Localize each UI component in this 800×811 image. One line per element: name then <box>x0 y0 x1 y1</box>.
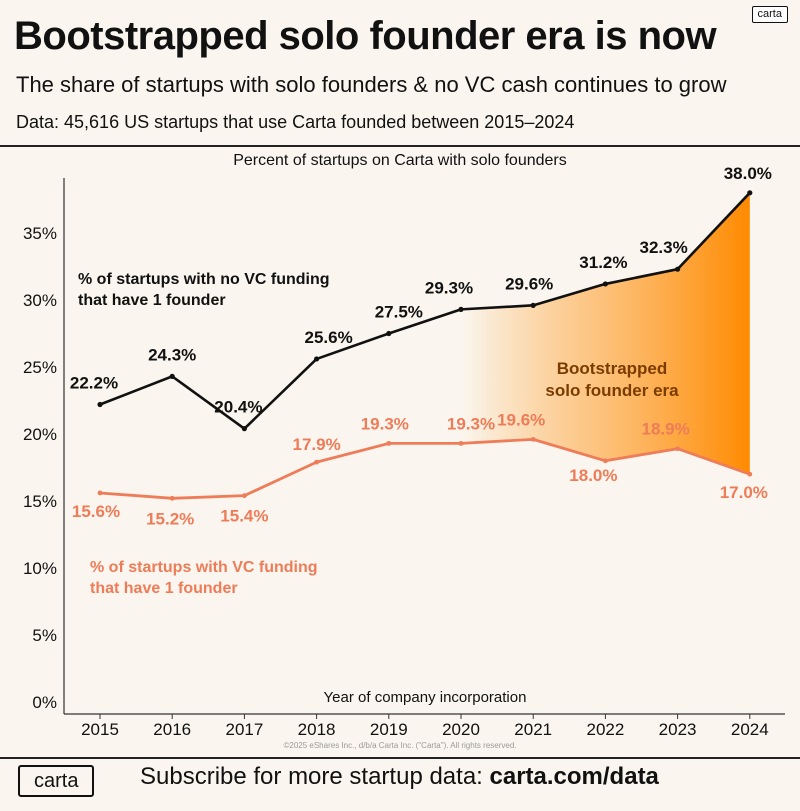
data-point <box>97 490 103 496</box>
data-point <box>314 459 319 465</box>
data-label-vc: 15.4% <box>220 507 268 526</box>
series-name-no-vc: % of startups with no VC funding <box>78 271 330 288</box>
data-point <box>747 471 753 477</box>
series-name-vc: % of startups with VC funding <box>90 559 318 576</box>
data-label-vc: 15.6% <box>72 502 120 521</box>
page-subtitle: The share of startups with solo founders… <box>16 72 727 97</box>
y-tick-label: 0% <box>32 693 57 712</box>
x-tick-label: 2016 <box>153 720 191 739</box>
y-tick-label: 15% <box>23 492 57 511</box>
x-tick-label: 2018 <box>298 720 336 739</box>
carta-logo-badge: carta <box>751 6 788 23</box>
x-tick-label: 2021 <box>514 720 552 739</box>
data-point <box>747 190 753 196</box>
data-label-no-vc: 20.4% <box>214 398 262 417</box>
carta-footer-logo: carta <box>18 765 95 797</box>
data-point <box>97 401 103 408</box>
data-label-vc: 17.9% <box>292 435 340 454</box>
data-label-vc: 18.0% <box>569 466 617 485</box>
data-point <box>675 446 680 452</box>
data-point <box>169 495 175 501</box>
subscribe-link[interactable]: carta.com/data <box>489 763 659 790</box>
subscribe-label: Subscribe for more startup data: <box>140 763 490 790</box>
data-point <box>603 458 608 464</box>
data-label-no-vc: 31.2% <box>579 253 627 272</box>
data-point <box>602 281 609 287</box>
data-point <box>169 373 175 379</box>
data-point <box>458 440 464 446</box>
data-label-no-vc: 29.6% <box>505 274 553 293</box>
copyright-note: ©2025 eShares Inc., d/b/a Carta Inc. ("C… <box>283 741 517 750</box>
data-label-vc: 15.2% <box>146 509 194 528</box>
x-axis-label: Year of company incorporation <box>324 689 527 706</box>
data-label-no-vc: 22.2% <box>70 374 118 393</box>
y-tick-label: 30% <box>23 291 57 310</box>
data-point <box>530 436 536 442</box>
x-tick-label: 2022 <box>586 720 624 739</box>
chart-title: Percent of startups on Carta with solo f… <box>233 152 567 169</box>
y-tick-label: 25% <box>23 358 57 377</box>
x-tick-label: 2023 <box>659 720 697 739</box>
x-tick-label: 2020 <box>442 720 480 739</box>
x-tick-label: 2019 <box>370 720 408 739</box>
data-label-no-vc: 32.3% <box>639 238 687 257</box>
data-label-no-vc: 24.3% <box>148 345 196 364</box>
series-name-vc: that have 1 founder <box>90 580 238 597</box>
data-point <box>530 302 536 308</box>
data-label-vc: 17.0% <box>720 483 768 502</box>
data-label-no-vc: 29.3% <box>425 278 473 297</box>
era-annotation: solo founder era <box>545 381 679 400</box>
line-chart: 0% 5% 10% 15% 20% 25% 30% 35% 2015 2016 2017 2018 20… <box>23 164 785 739</box>
y-tick-label: 5% <box>32 626 57 645</box>
series-line-vc <box>99 437 751 500</box>
top-divider <box>0 145 800 147</box>
data-label-vc: 19.3% <box>361 414 409 433</box>
data-label-vc: 19.6% <box>497 410 545 429</box>
bottom-divider <box>0 757 800 759</box>
data-point <box>386 330 392 337</box>
x-tick-label: 2017 <box>225 720 263 739</box>
y-tick-label: 35% <box>23 224 57 243</box>
y-tick-label: 20% <box>23 425 57 444</box>
page-title: Bootstrapped solo founder era is now <box>14 14 717 58</box>
data-point <box>314 356 320 362</box>
data-point <box>675 266 681 272</box>
y-tick-label: 10% <box>23 559 57 578</box>
data-source-note: Data: 45,616 US startups that use Carta … <box>16 112 575 132</box>
data-label-vc: 19.3% <box>447 414 495 433</box>
data-label-vc: 18.9% <box>641 420 689 439</box>
data-label-no-vc: 27.5% <box>375 303 423 322</box>
bootstrapped-era-area <box>461 192 750 475</box>
series-line-no-vc <box>99 191 751 430</box>
x-tick-label: 2024 <box>731 720 769 739</box>
subscribe-text: Subscribe for more startup data: carta.c… <box>140 763 659 791</box>
x-tick-label: 2015 <box>81 720 119 739</box>
data-point <box>241 426 247 432</box>
data-point <box>242 493 247 499</box>
data-label-no-vc: 38.0% <box>724 164 772 183</box>
data-label-no-vc: 25.6% <box>304 328 352 347</box>
data-point <box>458 306 464 312</box>
series-name-no-vc: that have 1 founder <box>78 292 226 309</box>
era-annotation: Bootstrapped <box>557 359 668 378</box>
data-point <box>386 440 392 446</box>
